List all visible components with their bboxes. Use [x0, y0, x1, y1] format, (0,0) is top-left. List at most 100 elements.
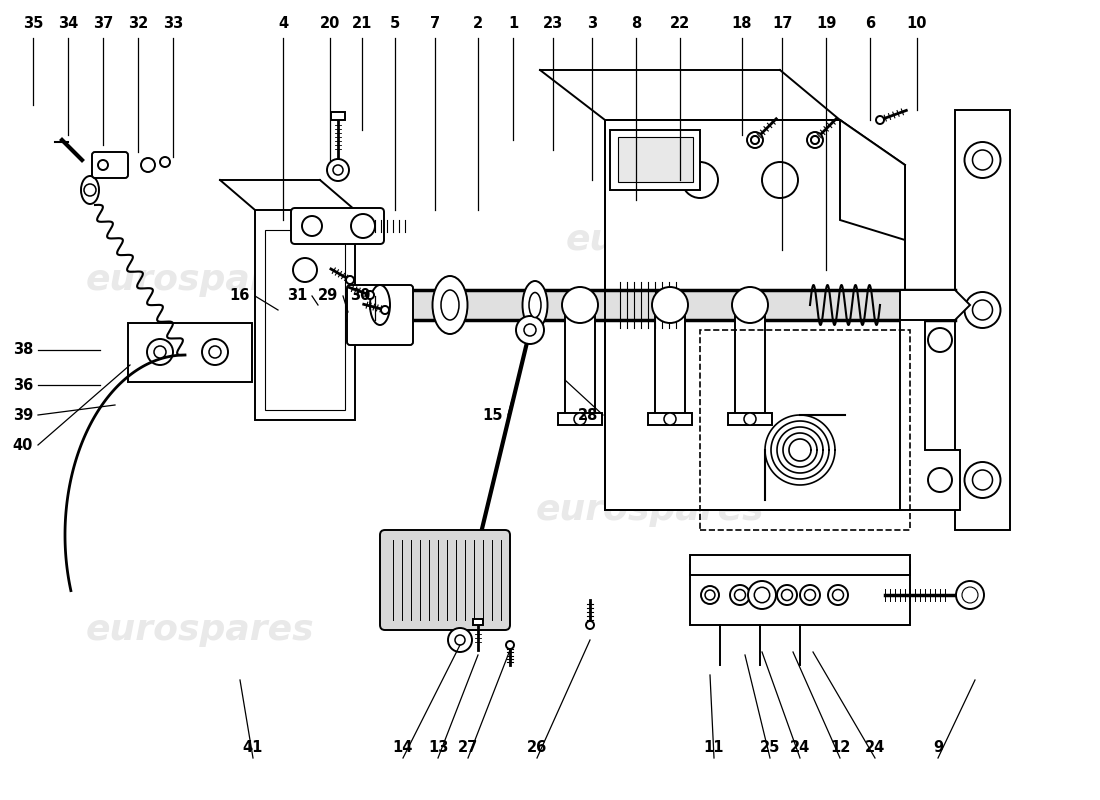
Text: 16: 16: [230, 289, 250, 303]
Circle shape: [147, 339, 173, 365]
Circle shape: [333, 165, 343, 175]
Circle shape: [524, 324, 536, 336]
Text: 10: 10: [906, 17, 927, 31]
Text: 3: 3: [587, 17, 597, 31]
Polygon shape: [900, 300, 960, 510]
Text: 12: 12: [829, 741, 850, 755]
Text: 35: 35: [23, 17, 43, 31]
Text: 24: 24: [790, 741, 810, 755]
Circle shape: [302, 216, 322, 236]
FancyBboxPatch shape: [292, 208, 384, 244]
Circle shape: [516, 316, 544, 344]
Ellipse shape: [370, 285, 390, 325]
Text: 18: 18: [732, 17, 752, 31]
Circle shape: [751, 136, 759, 144]
Circle shape: [98, 160, 108, 170]
Text: 36: 36: [13, 378, 33, 393]
Circle shape: [448, 628, 472, 652]
Circle shape: [972, 300, 992, 320]
Text: 34: 34: [58, 17, 78, 31]
Text: 7: 7: [430, 17, 440, 31]
Circle shape: [972, 470, 992, 490]
Circle shape: [730, 585, 750, 605]
Text: 40: 40: [12, 438, 33, 453]
Circle shape: [455, 635, 465, 645]
FancyBboxPatch shape: [346, 285, 412, 345]
Ellipse shape: [432, 276, 468, 334]
FancyBboxPatch shape: [331, 111, 345, 120]
Circle shape: [735, 590, 746, 601]
Circle shape: [762, 162, 798, 198]
FancyBboxPatch shape: [610, 130, 700, 190]
Text: 14: 14: [393, 741, 414, 755]
Circle shape: [293, 258, 317, 282]
Polygon shape: [900, 290, 970, 320]
Circle shape: [928, 328, 952, 352]
FancyBboxPatch shape: [558, 413, 602, 425]
Text: 2: 2: [473, 17, 483, 31]
Circle shape: [351, 214, 375, 238]
Text: 20: 20: [320, 17, 340, 31]
Text: eurospares: eurospares: [536, 493, 764, 527]
Text: 6: 6: [865, 17, 876, 31]
Circle shape: [154, 346, 166, 358]
Circle shape: [506, 641, 514, 649]
Circle shape: [800, 585, 820, 605]
Circle shape: [876, 116, 884, 124]
Text: 19: 19: [816, 17, 836, 31]
FancyBboxPatch shape: [955, 110, 1010, 530]
Text: 17: 17: [772, 17, 792, 31]
Ellipse shape: [522, 281, 548, 329]
Text: eurospares: eurospares: [86, 613, 315, 647]
Circle shape: [804, 590, 815, 601]
Ellipse shape: [81, 176, 99, 204]
Circle shape: [701, 586, 719, 604]
Circle shape: [562, 287, 598, 323]
FancyBboxPatch shape: [473, 619, 483, 625]
Circle shape: [777, 585, 797, 605]
FancyBboxPatch shape: [618, 137, 693, 182]
Text: 23: 23: [543, 17, 563, 31]
Text: 15: 15: [483, 407, 503, 422]
Text: 39: 39: [13, 407, 33, 422]
Circle shape: [586, 621, 594, 629]
Circle shape: [781, 590, 792, 601]
Text: 33: 33: [163, 17, 183, 31]
FancyBboxPatch shape: [735, 300, 764, 420]
Circle shape: [744, 413, 756, 425]
Text: 25: 25: [760, 741, 780, 755]
Text: 24: 24: [865, 741, 886, 755]
Circle shape: [381, 306, 389, 314]
Text: 26: 26: [527, 741, 547, 755]
FancyBboxPatch shape: [728, 413, 772, 425]
Circle shape: [705, 590, 715, 600]
Polygon shape: [840, 120, 905, 240]
Circle shape: [366, 291, 374, 299]
FancyBboxPatch shape: [565, 300, 595, 420]
Circle shape: [748, 581, 775, 609]
Text: eurospares: eurospares: [565, 223, 794, 257]
Circle shape: [346, 276, 354, 284]
Circle shape: [807, 132, 823, 148]
FancyBboxPatch shape: [690, 555, 910, 575]
Circle shape: [828, 585, 848, 605]
Text: 28: 28: [578, 407, 598, 422]
Circle shape: [833, 590, 844, 601]
Text: 38: 38: [12, 342, 33, 358]
FancyBboxPatch shape: [265, 230, 345, 410]
Circle shape: [732, 287, 768, 323]
Circle shape: [652, 287, 688, 323]
Circle shape: [346, 276, 354, 284]
Ellipse shape: [441, 290, 459, 320]
Text: 11: 11: [704, 741, 724, 755]
FancyBboxPatch shape: [648, 413, 692, 425]
FancyBboxPatch shape: [128, 323, 252, 382]
Circle shape: [209, 346, 221, 358]
Text: 5: 5: [389, 17, 400, 31]
Text: 30: 30: [350, 289, 370, 303]
Circle shape: [747, 132, 763, 148]
FancyBboxPatch shape: [92, 152, 128, 178]
Text: 29: 29: [318, 289, 338, 303]
Circle shape: [811, 136, 819, 144]
Polygon shape: [605, 120, 905, 510]
